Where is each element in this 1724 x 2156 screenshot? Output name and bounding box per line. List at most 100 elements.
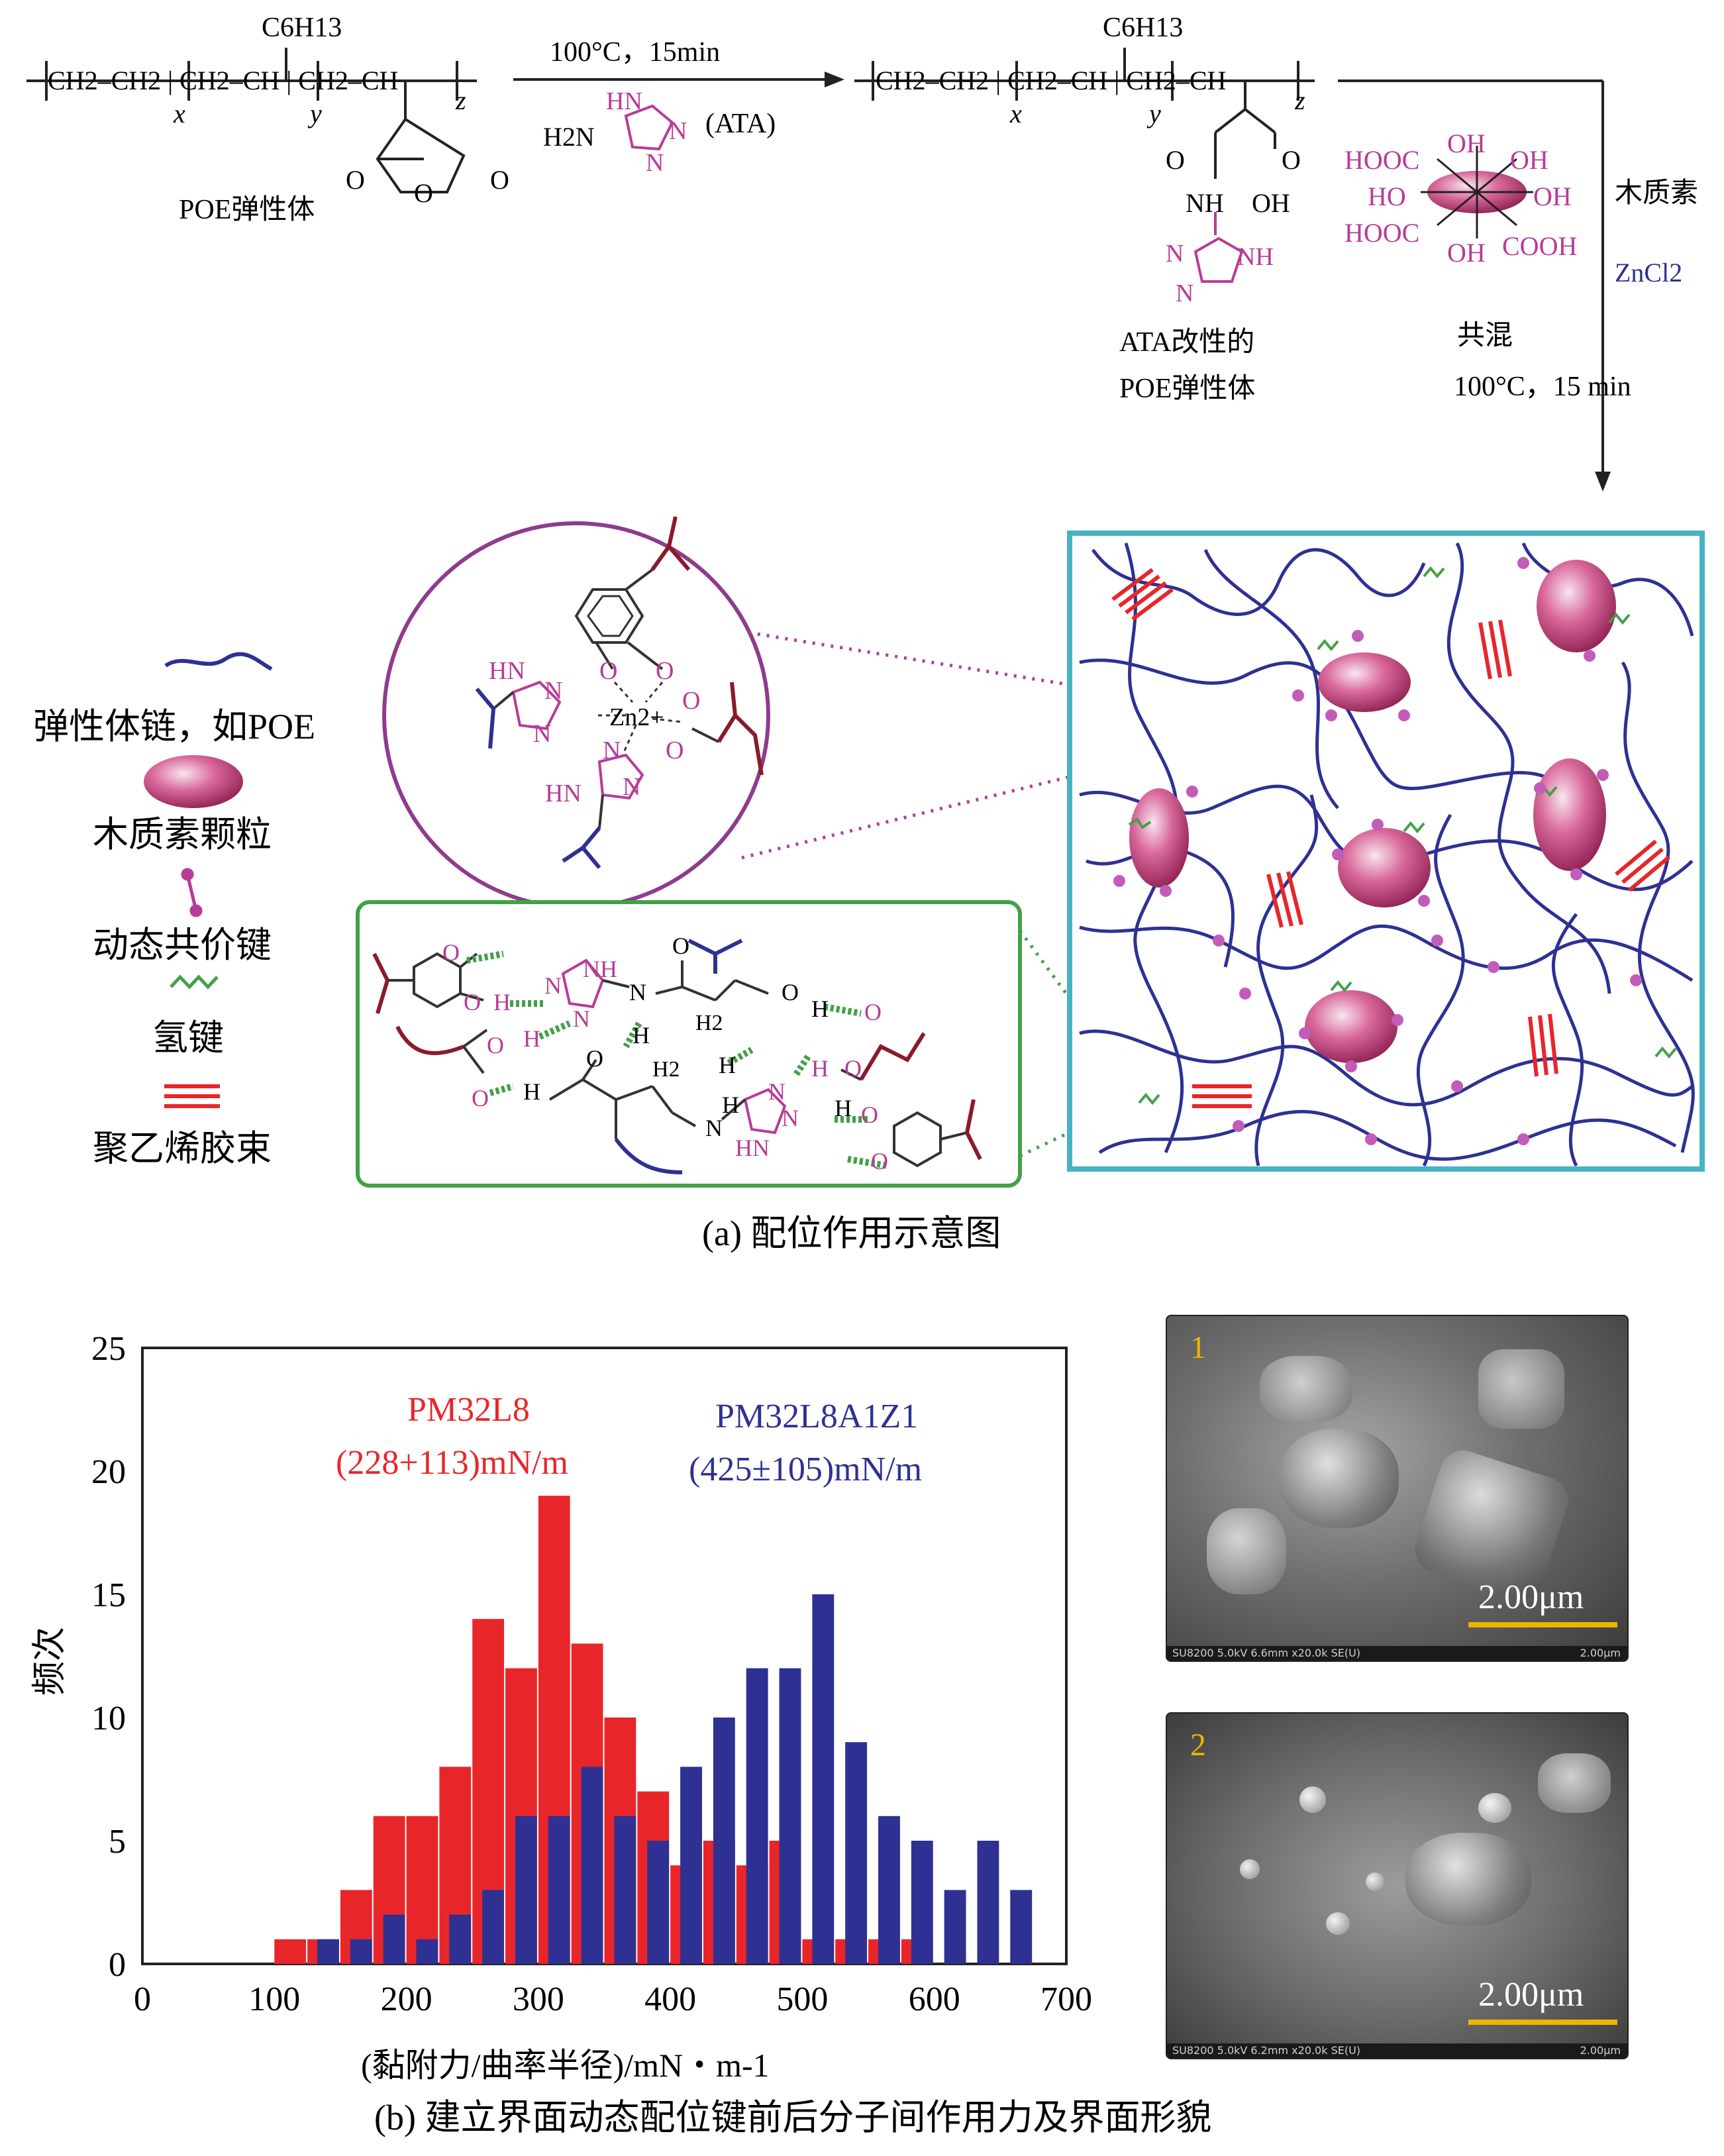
poe-structure xyxy=(26,48,477,193)
bar-blue xyxy=(812,1594,835,1964)
hb-o-6: O xyxy=(487,1032,504,1058)
sem1-scale: 2.00μm xyxy=(1478,1578,1584,1616)
x-tick-label: 300 xyxy=(513,1980,564,2018)
sem-image-1: SU8200 5.0kV 6.6mm x20.0k SE(U) 2.00μm 1… xyxy=(1166,1315,1629,1662)
ata-poe-name1: ATA改性的 xyxy=(1119,327,1254,358)
bar-blue xyxy=(383,1914,405,1964)
ata-poe-o2: O xyxy=(1282,145,1301,175)
ata-abbr: (ATA) xyxy=(705,109,776,139)
zn-center: Zn2+ xyxy=(609,703,664,731)
x-axis-label: (黏附力/曲率半径)/mN・m-1 xyxy=(361,2047,770,2084)
lignin-hooc-1: HOOC xyxy=(1344,145,1419,175)
legend-lignin-icon xyxy=(144,755,243,808)
hb-o-10: O xyxy=(861,1102,878,1128)
y-axis-label: 频次 xyxy=(31,1627,69,1696)
lignin-oh-3: OH xyxy=(1533,181,1572,211)
step2-reagent1: 木质素 xyxy=(1615,178,1698,209)
ata-poe-structure xyxy=(854,48,1315,179)
bar-red xyxy=(274,1939,307,1964)
y-tick-label: 5 xyxy=(109,1823,126,1861)
x-tick-label: 700 xyxy=(1040,1980,1092,2018)
hb-h-9: H xyxy=(835,1095,852,1121)
ata-poe-sub-z: z xyxy=(1294,85,1305,115)
bar-blue xyxy=(746,1668,768,1964)
hb-o-2: O xyxy=(464,989,481,1015)
hb-nh: NH xyxy=(583,956,617,982)
zn-n-2: N xyxy=(533,720,551,748)
bar-blue xyxy=(911,1841,933,1964)
step2-cond: 100°C，15 min xyxy=(1454,372,1631,402)
sem1-scale-small: 2.00μm xyxy=(1580,1647,1621,1659)
bar-blue xyxy=(779,1668,801,1964)
sem1-label: 1 xyxy=(1190,1330,1206,1365)
reaction-scheme: C6H13 CH2–CH2 | CH2–CH | CH2–CH x y z O … xyxy=(26,13,1698,491)
sem2-scale-small: 2.00μm xyxy=(1580,2044,1621,2057)
legend-item-hbond: 氢键 xyxy=(152,1018,224,1058)
hb-h-3: H xyxy=(811,996,829,1022)
poe-o-left: O xyxy=(346,165,365,195)
hb-n-2: N xyxy=(573,1005,590,1032)
hb-o-4: O xyxy=(782,979,799,1005)
hb-n-5: N xyxy=(768,1078,786,1105)
ata-poe-oh: OH xyxy=(1252,188,1290,218)
hb-hn: HN xyxy=(735,1135,770,1161)
poe-chain: CH2–CH2 | CH2–CH | CH2–CH xyxy=(48,66,398,95)
legend-item-pe: 聚乙烯胶束 xyxy=(93,1129,272,1168)
ata-poe-o1: O xyxy=(1166,145,1185,175)
bar-blue xyxy=(845,1742,868,1964)
step2-label: 共混 xyxy=(1457,321,1513,351)
x-tick-label: 100 xyxy=(248,1980,300,2018)
hb-n-1: N xyxy=(544,972,562,999)
x-tick-label: 200 xyxy=(381,1980,432,2018)
bar-blue xyxy=(548,1816,570,1964)
legend-item-covalent: 动态共价键 xyxy=(93,925,272,965)
hb-h-7: H xyxy=(719,1052,736,1078)
step1-cond: 100°C，15min xyxy=(550,37,720,68)
hb-o-5: O xyxy=(864,999,882,1025)
sem2-info: SU8200 5.0kV 6.2mm x20.0k SE(U) xyxy=(1172,2044,1361,2057)
zn-hn-1: HN xyxy=(489,657,525,685)
bar-blue xyxy=(614,1816,636,1964)
y-tick-label: 25 xyxy=(91,1330,126,1368)
lignin-ho: HO xyxy=(1368,181,1406,211)
bar-blue xyxy=(317,1939,339,1964)
step2-arrow xyxy=(1338,79,1611,491)
lignin-cooh: COOH xyxy=(1502,231,1577,261)
legend: 弹性体链，如POE 木质素颗粒 动态共价键 氢键 聚乙烯胶束 xyxy=(33,652,315,1168)
hb-h2-1: H2 xyxy=(695,1011,723,1035)
bar-blue xyxy=(449,1914,472,1964)
sem-image-2: SU8200 5.0kV 6.2mm x20.0k SE(U) 2.00μm 2… xyxy=(1166,1712,1629,2059)
poe-o-right: O xyxy=(490,165,509,195)
ata-poe-name2: POE弹性体 xyxy=(1119,374,1255,404)
legend-hbond-icon xyxy=(170,974,219,990)
network-box xyxy=(1067,531,1705,1172)
ata-poe-n1: N xyxy=(1166,240,1184,268)
poe-sub-x: x xyxy=(173,99,185,128)
bar-blue xyxy=(713,1718,735,1964)
histogram: 0 5 10 15 20 25 0 100 200 300 400 500 600 700 xyxy=(91,1330,1092,2018)
poe-o-mid: O xyxy=(414,178,433,208)
hb-o-7: O xyxy=(472,1085,489,1111)
hb-h-6: H xyxy=(811,1055,829,1082)
sem2-scale-bar xyxy=(1468,2020,1617,2025)
ata-n2: N xyxy=(646,149,664,177)
lignin-hooc-2: HOOC xyxy=(1344,218,1419,248)
x-tick-label: 400 xyxy=(644,1980,696,2018)
zn-o-2: O xyxy=(656,657,674,685)
legend-pe-icon xyxy=(164,1084,220,1108)
ata-poe-sub-x: x xyxy=(1009,99,1022,128)
legend-covalent-icon xyxy=(181,868,203,917)
poe-name: POE弹性体 xyxy=(179,195,315,225)
caption-b: (b) 建立界面动态配位键前后分子间作用力及界面形貌 xyxy=(374,2098,1211,2137)
y-ticks: 0 5 10 15 20 25 xyxy=(91,1330,126,1984)
hb-n-3: N xyxy=(629,979,646,1005)
hb-n-6: N xyxy=(782,1105,799,1131)
ata-h2n: H2N xyxy=(543,122,595,152)
y-tick-label: 15 xyxy=(91,1576,126,1614)
ata-reagent xyxy=(624,104,674,151)
hb-h-4: H xyxy=(523,1025,540,1052)
bar-blue xyxy=(350,1939,372,1964)
bar-blue xyxy=(1010,1890,1033,1964)
hbond-box xyxy=(356,900,1141,1188)
bars-blue xyxy=(317,1594,1033,1964)
